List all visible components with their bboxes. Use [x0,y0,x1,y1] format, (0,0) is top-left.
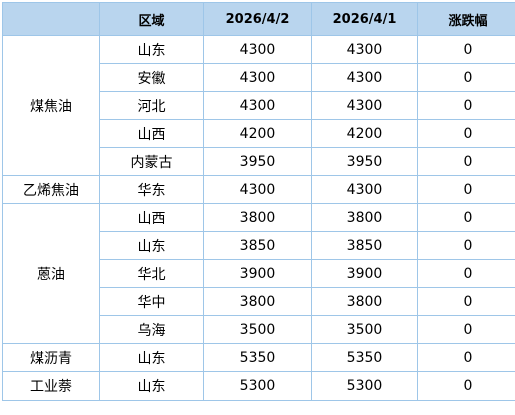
change-cell: 0 [417,343,515,372]
table-row: 华北 3900 3900 0 [3,259,515,288]
price-date-1-cell: 3800 [203,203,312,232]
price-date-1-cell: 4300 [203,175,312,204]
price-date-1-cell: 4300 [203,91,312,120]
region-cell: 山西 [99,203,204,232]
price-date-2-cell: 3850 [311,231,418,260]
price-date-1-cell: 3900 [203,259,312,288]
change-cell: 0 [417,203,515,232]
product-cell: 煤沥青 [2,343,100,372]
change-cell: 0 [417,315,515,344]
price-date-1-cell: 3950 [203,147,312,176]
table-row: 煤焦油 山东 4300 4300 0 [2,35,515,176]
region-cell: 山东 [99,35,204,64]
region-cell: 山东 [99,231,204,260]
price-date-1-cell: 3500 [203,315,312,344]
price-table: 区域 2026/4/2 2026/4/1 涨跌幅 煤焦油 山东 4300 4300 0 安… [2,2,515,401]
price-date-1-cell: 3800 [203,287,312,316]
table-body: 煤焦油 山东 4300 4300 0 安徽 4300 4300 0 河北 4300 4300 0 山西 42… [2,35,515,401]
change-cell: 0 [417,371,515,401]
header-change: 涨跌幅 [417,2,515,36]
product-cell: 工业萘 [2,371,100,401]
header-product [2,2,100,36]
change-cell: 0 [417,63,515,92]
table-row: 工业萘 山东 5300 5300 0 [2,371,515,401]
price-date-2-cell: 4200 [311,119,418,148]
table-row: 煤沥青 山东 5350 5350 0 [2,343,515,372]
price-date-2-cell: 3950 [311,147,418,176]
region-cell: 华北 [99,259,204,288]
change-cell: 0 [417,259,515,288]
change-cell: 0 [417,231,515,260]
price-date-2-cell: 3500 [311,315,418,344]
table-row: 山东 3850 3850 0 [3,231,515,260]
region-cell: 山东 [99,371,204,401]
table-row: 安徽 4300 4300 0 [3,63,515,92]
region-cell: 河北 [99,91,204,120]
header-date-1: 2026/4/2 [203,2,312,36]
price-date-1-cell: 5300 [203,371,312,401]
change-cell: 0 [417,175,515,204]
change-cell: 0 [417,91,515,120]
price-date-2-cell: 4300 [311,63,418,92]
change-cell: 0 [417,287,515,316]
header-region: 区域 [99,2,204,36]
price-date-1-cell: 3850 [203,231,312,260]
price-date-1-cell: 5350 [203,343,312,372]
product-cell: 煤焦油 [2,35,100,176]
region-cell: 华中 [99,287,204,316]
region-cell: 内蒙古 [99,147,204,176]
price-date-2-cell: 5350 [311,343,418,372]
table-row: 山西 4200 4200 0 [3,119,515,148]
price-date-2-cell: 3900 [311,259,418,288]
region-cell: 华东 [99,175,204,204]
table-row: 内蒙古 3950 3950 0 [3,147,515,176]
price-date-1-cell: 4200 [203,119,312,148]
region-cell: 乌海 [99,315,204,344]
region-cell: 山西 [99,119,204,148]
region-cell: 安徽 [99,63,204,92]
header-date-2: 2026/4/1 [311,2,418,36]
table-row: 乙烯焦油 华东 4300 4300 0 [2,175,515,204]
price-date-2-cell: 4300 [311,35,418,64]
product-cell: 蒽油 [2,203,100,344]
change-cell: 0 [417,147,515,176]
product-cell: 乙烯焦油 [2,175,100,204]
price-date-2-cell: 3800 [311,287,418,316]
price-date-2-cell: 4300 [311,175,418,204]
price-date-1-cell: 4300 [203,63,312,92]
change-cell: 0 [417,35,515,64]
table-row: 蒽油 山西 3800 3800 0 [2,203,515,344]
change-cell: 0 [417,119,515,148]
price-date-2-cell: 4300 [311,91,418,120]
region-cell: 山东 [99,343,204,372]
header-row: 区域 2026/4/2 2026/4/1 涨跌幅 [2,2,515,36]
price-date-2-cell: 3800 [311,203,418,232]
price-date-2-cell: 5300 [311,371,418,401]
price-date-1-cell: 4300 [203,35,312,64]
